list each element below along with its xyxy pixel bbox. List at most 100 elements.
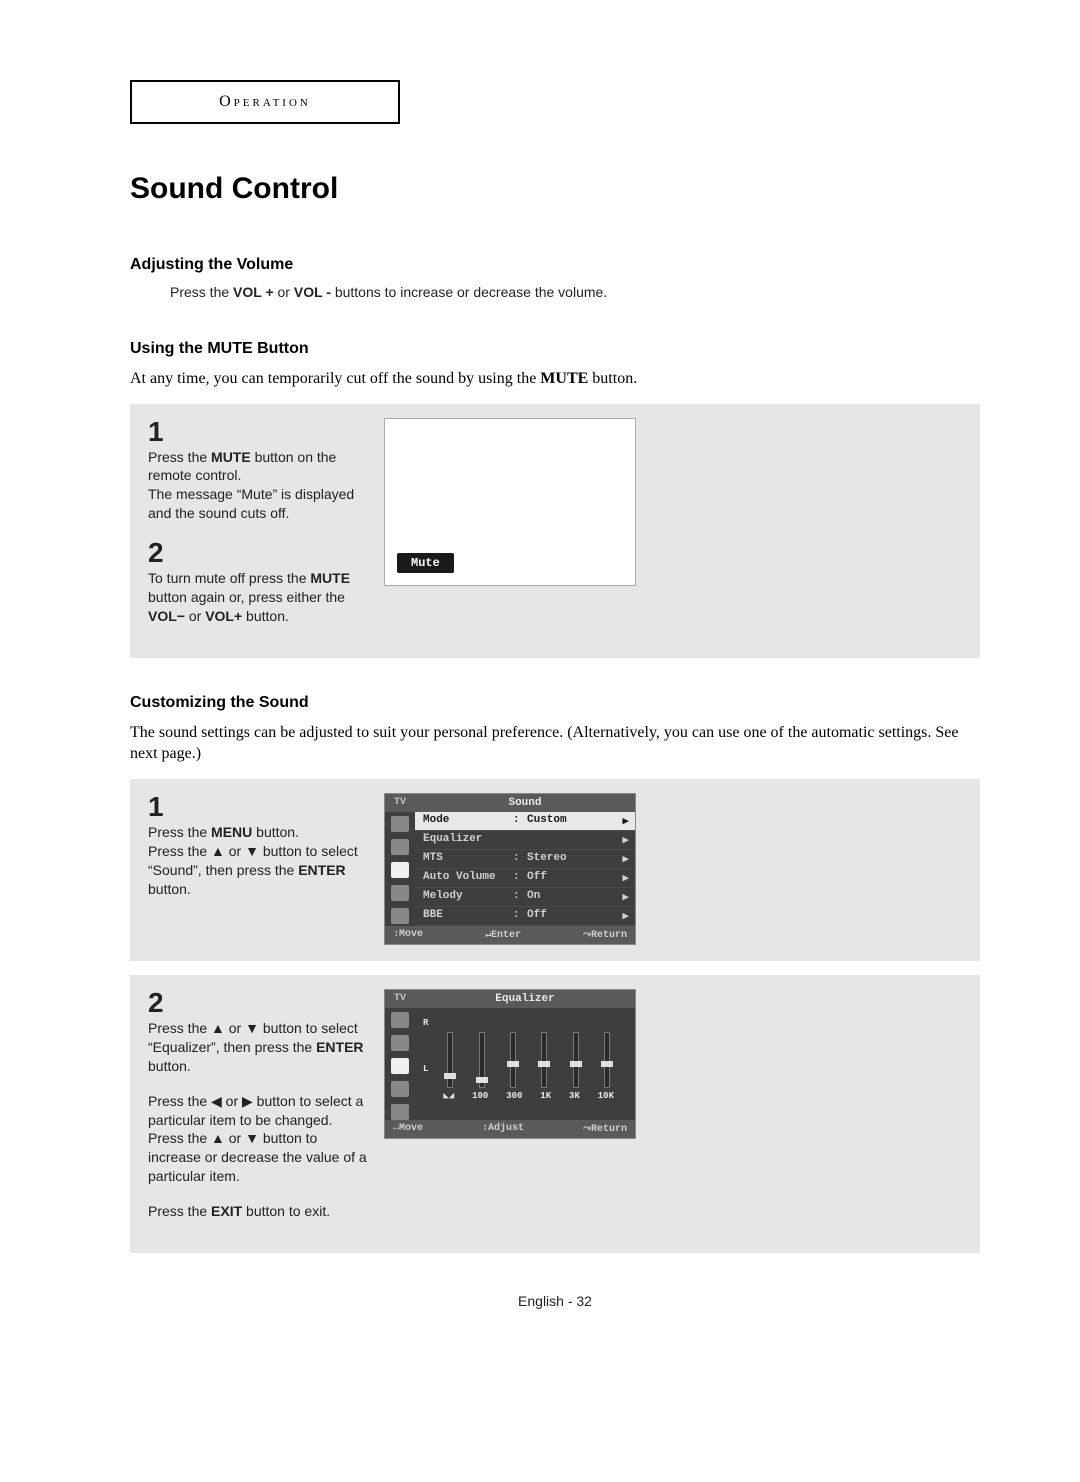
text: button.	[148, 1058, 191, 1074]
step-column: 2 Press the ▲ or ▼ button to select “Equ…	[148, 989, 368, 1237]
eq-bar	[475, 1032, 489, 1088]
osd-title: Sound	[415, 797, 635, 809]
text: buttons to increase or decrease the volu…	[331, 284, 607, 300]
text: or	[274, 284, 294, 300]
equalizer-area: R L ◣◢1003001K3K10K	[415, 1008, 635, 1120]
osd-row: Equalizer ▶	[415, 831, 635, 850]
osd-mute-screen: Mute	[384, 418, 636, 586]
row-arrow-icon: ▶	[617, 890, 629, 904]
eq-thumb	[538, 1061, 550, 1067]
menu-btn: MENU	[211, 824, 252, 840]
step-number-1: 1	[148, 418, 368, 446]
page-title: Sound Control	[130, 172, 980, 206]
osd-titlebar: TV Sound	[385, 794, 635, 812]
eq-r: R	[423, 1018, 428, 1028]
osd-row: Mode:Custom▶	[415, 812, 635, 831]
step-2-text-a: Press the ▲ or ▼ button to select “Equal…	[148, 1019, 368, 1076]
customize-step2-block: 2 Press the ▲ or ▼ button to select “Equ…	[130, 975, 980, 1253]
osd-sound-column: TV Sound Mode:Custom▶Equalizer▶MTS:Stere…	[384, 793, 636, 945]
row-value: Stereo	[527, 852, 617, 866]
eq-bar	[569, 1032, 583, 1088]
eq-track	[573, 1032, 579, 1088]
setup-icon	[391, 908, 409, 924]
osd-tv-label: TV	[385, 797, 415, 809]
operation-box: Operation	[130, 80, 400, 124]
eq-bar	[600, 1032, 614, 1088]
row-label: Melody	[423, 890, 513, 904]
row-value	[527, 833, 617, 847]
heading-mute: Using the MUTE Button	[130, 340, 980, 358]
eq-track	[510, 1032, 516, 1088]
speaker-icon	[391, 1058, 409, 1074]
text: Press the	[148, 824, 211, 840]
text: button.	[588, 370, 637, 387]
row-label: Mode	[423, 814, 513, 828]
eq-bar	[537, 1032, 551, 1088]
page-number: English - 32	[130, 1293, 980, 1309]
setup-icon	[391, 1104, 409, 1120]
text: Press the ▲ or ▼ button to increase or d…	[148, 1130, 367, 1184]
text: Press the	[148, 449, 211, 465]
osd-row: BBE:Off▶	[415, 907, 635, 926]
text: button.	[148, 881, 191, 897]
eq-rl-labels: R L	[423, 1018, 430, 1074]
vol-minus: VOL -	[294, 284, 331, 300]
eq-track	[604, 1032, 610, 1088]
eq-thumb	[444, 1073, 456, 1079]
eq-track	[541, 1032, 547, 1088]
row-colon: :	[513, 890, 527, 904]
eq-bar	[443, 1032, 457, 1088]
row-value: Off	[527, 871, 617, 885]
osd-eq-column: TV Equalizer R	[384, 989, 636, 1139]
row-colon: :	[513, 909, 527, 923]
text: The message “Mute” is displayed and the …	[148, 486, 354, 521]
footer-return: ⤳Return	[583, 1123, 627, 1135]
step-column: 1 Press the MUTE button on the remote co…	[148, 418, 368, 642]
row-label: BBE	[423, 909, 513, 923]
osd-rows: Mode:Custom▶Equalizer▶MTS:Stereo▶Auto Vo…	[415, 812, 635, 926]
osd-sound-menu: TV Sound Mode:Custom▶Equalizer▶MTS:Stere…	[384, 793, 636, 945]
osd-row: MTS:Stereo▶	[415, 850, 635, 869]
eq-labels: ◣◢1003001K3K10K	[430, 1088, 627, 1101]
row-label: MTS	[423, 852, 513, 866]
footer-enter: ↵Enter	[485, 929, 521, 941]
row-arrow-icon: ▶	[617, 814, 629, 828]
mute-word: MUTE	[540, 370, 588, 387]
footer-return: ⤳Return	[583, 929, 627, 941]
footer-move: ↕Move	[393, 929, 423, 941]
osd-icon-column	[385, 812, 415, 926]
exit-btn: EXIT	[211, 1203, 242, 1219]
text: button.	[242, 608, 289, 624]
row-label: Auto Volume	[423, 871, 513, 885]
mute-btn: MUTE	[310, 570, 350, 586]
eq-track	[479, 1032, 485, 1088]
instruction-volume: Press the VOL + or VOL - buttons to incr…	[130, 284, 980, 300]
text: Press the	[148, 1203, 211, 1219]
osd-mute-column: Mute	[384, 418, 636, 586]
text: button again or, press either the	[148, 589, 345, 605]
tv-icon	[391, 816, 409, 832]
row-arrow-icon: ▶	[617, 871, 629, 885]
eq-l: L	[423, 1064, 428, 1074]
osd-body: R L ◣◢1003001K3K10K	[385, 1008, 635, 1120]
text: To turn mute off press the	[148, 570, 310, 586]
row-colon: :	[513, 852, 527, 866]
mute-badge: Mute	[397, 553, 454, 573]
step-1-text: Press the MENU button. Press the ▲ or ▼ …	[148, 823, 368, 899]
step-1-text: Press the MUTE button on the remote cont…	[148, 448, 368, 524]
row-label: Equalizer	[423, 833, 513, 847]
text: button.	[252, 824, 299, 840]
osd-icon-column	[385, 1008, 415, 1120]
eq-track	[447, 1032, 453, 1088]
footer-move: ↔Move	[393, 1123, 423, 1135]
osd-title: Equalizer	[415, 993, 635, 1005]
row-arrow-icon: ▶	[617, 833, 629, 847]
osd-titlebar: TV Equalizer	[385, 990, 635, 1008]
eq-thumb	[476, 1077, 488, 1083]
step-number-2: 2	[148, 539, 368, 567]
text: or	[185, 608, 205, 624]
step-2-text: To turn mute off press the MUTE button a…	[148, 569, 368, 626]
eq-band-label: 300	[506, 1091, 522, 1101]
eq-thumb	[570, 1061, 582, 1067]
speaker-icon	[391, 862, 409, 878]
